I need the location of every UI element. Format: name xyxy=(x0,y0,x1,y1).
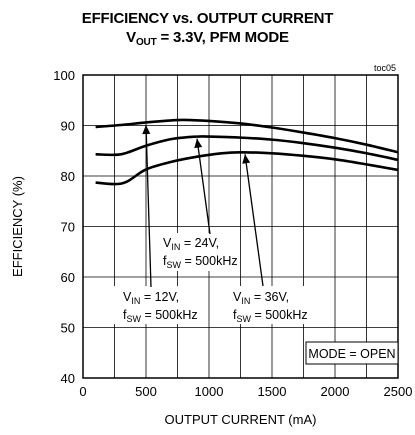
chart-title: EFFICIENCY vs. OUTPUT CURRENT xyxy=(81,10,334,27)
y-tick-label: 80 xyxy=(61,169,75,184)
annotation-12v-line2: fSW = 500kHz xyxy=(123,308,198,324)
y-axis-label: EFFICIENCY (%) xyxy=(10,176,25,277)
y-tick-label: 60 xyxy=(61,270,75,285)
y-tick-label: 100 xyxy=(53,68,75,83)
series-line-36v xyxy=(95,150,399,186)
x-tick-label: 1500 xyxy=(258,384,287,399)
x-tick-label: 1000 xyxy=(195,384,224,399)
annotation-24v-line2: fSW = 500kHz xyxy=(163,254,238,270)
chart-subtitle: VOUT = 3.3V, PFM MODE xyxy=(0,29,415,48)
mode-box-label: MODE = OPEN xyxy=(308,347,395,361)
annotation-36v-background xyxy=(222,286,306,324)
y-tick-label: 90 xyxy=(61,119,75,134)
arrow-head xyxy=(242,154,251,164)
annotation-36v: VIN = 36V, fSW = 500kHz xyxy=(222,286,308,324)
annotation-12v-background xyxy=(109,286,193,324)
x-tick-label: 0 xyxy=(79,384,86,399)
subtitle-v: V xyxy=(126,29,136,46)
annotation-24v-background xyxy=(160,233,238,271)
annotation-36v-line2: fSW = 500kHz xyxy=(233,308,308,324)
annotation-12v-line1: VIN = 12V, xyxy=(123,290,179,306)
y-tick-label: 70 xyxy=(61,220,75,235)
annotation-24v: VIN = 24V, fSW = 500kHz xyxy=(160,233,238,271)
series-lines xyxy=(95,118,399,186)
arrow-line xyxy=(196,138,211,235)
x-axis-label: OUTPUT CURRENT (mA) xyxy=(165,412,317,427)
y-tick-labels: 40 50 60 70 80 90 100 xyxy=(53,68,75,386)
series-line-24v xyxy=(95,135,399,162)
annotation-12v: VIN = 12V, fSW = 500kHz xyxy=(109,286,198,324)
x-tick-label: 2000 xyxy=(321,384,350,399)
arrow-head xyxy=(142,124,151,135)
arrow-line xyxy=(145,124,152,288)
grid xyxy=(83,75,398,378)
arrow-head xyxy=(194,138,203,149)
subtitle-sub: OUT xyxy=(135,37,157,48)
x-tick-label: 2500 xyxy=(384,384,413,399)
subtitle-rest: = 3.3V, PFM MODE xyxy=(156,29,289,46)
x-tick-label: 500 xyxy=(135,384,157,399)
arrow-line xyxy=(244,154,264,287)
corner-label: toc05 xyxy=(374,63,396,73)
series-line-12v xyxy=(95,118,399,154)
plot-frame xyxy=(82,74,399,379)
mode-box: MODE = OPEN xyxy=(305,341,399,365)
y-tick-label: 40 xyxy=(61,371,75,386)
annotation-arrows xyxy=(142,124,264,288)
annotation-24v-line1: VIN = 24V, xyxy=(163,236,219,252)
annotation-36v-line1: VIN = 36V, xyxy=(233,290,289,306)
x-tick-labels: 0 500 1000 1500 2000 2500 xyxy=(79,384,412,399)
mode-box-frame xyxy=(305,341,399,365)
y-tick-label: 50 xyxy=(61,321,75,336)
